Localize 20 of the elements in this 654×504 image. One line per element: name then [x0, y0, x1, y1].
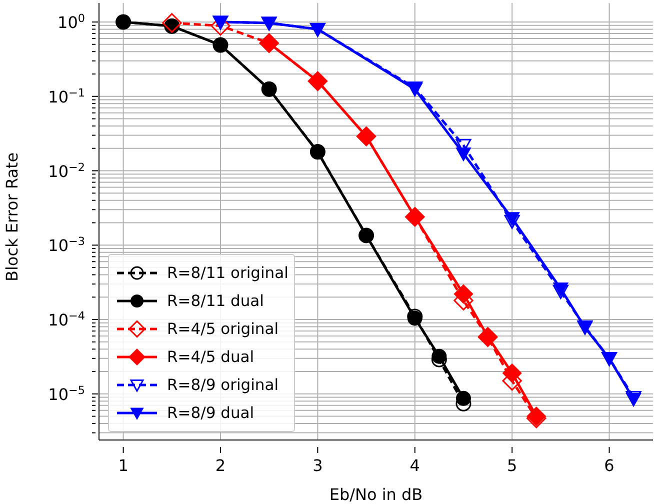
legend-label: R=4/5 dual — [167, 348, 254, 366]
legend-label: R=8/9 original — [167, 376, 279, 394]
x-tick-label: 2 — [215, 456, 226, 475]
x-tick-label: 6 — [604, 456, 614, 475]
y-tick-label: 10$^{−3}$ — [48, 234, 85, 256]
x-tick-label: 5 — [506, 456, 518, 475]
y-tick-label: 10$^{0}$ — [58, 11, 85, 32]
x-tick-label: 3 — [312, 456, 323, 475]
x-tick-label: 1 — [118, 456, 128, 475]
y-tick-label: 10$^{−4}$ — [48, 309, 85, 330]
y-tick-label: 10$^{−2}$ — [48, 160, 85, 181]
y-axis-title: Block Error Rate — [2, 152, 22, 282]
legend-label: R=4/5 original — [167, 320, 279, 338]
legend-label: R=8/11 dual — [167, 292, 264, 310]
y-tick-label: 10$^{−5}$ — [48, 383, 85, 404]
x-axis-title: Eb/No in dB — [329, 485, 423, 504]
x-tick-label: 4 — [410, 456, 420, 475]
y-tick-label: 10$^{−1}$ — [48, 86, 85, 106]
legend-label: R=8/11 original — [167, 264, 288, 282]
legend-label: R=8/9 dual — [167, 404, 254, 422]
